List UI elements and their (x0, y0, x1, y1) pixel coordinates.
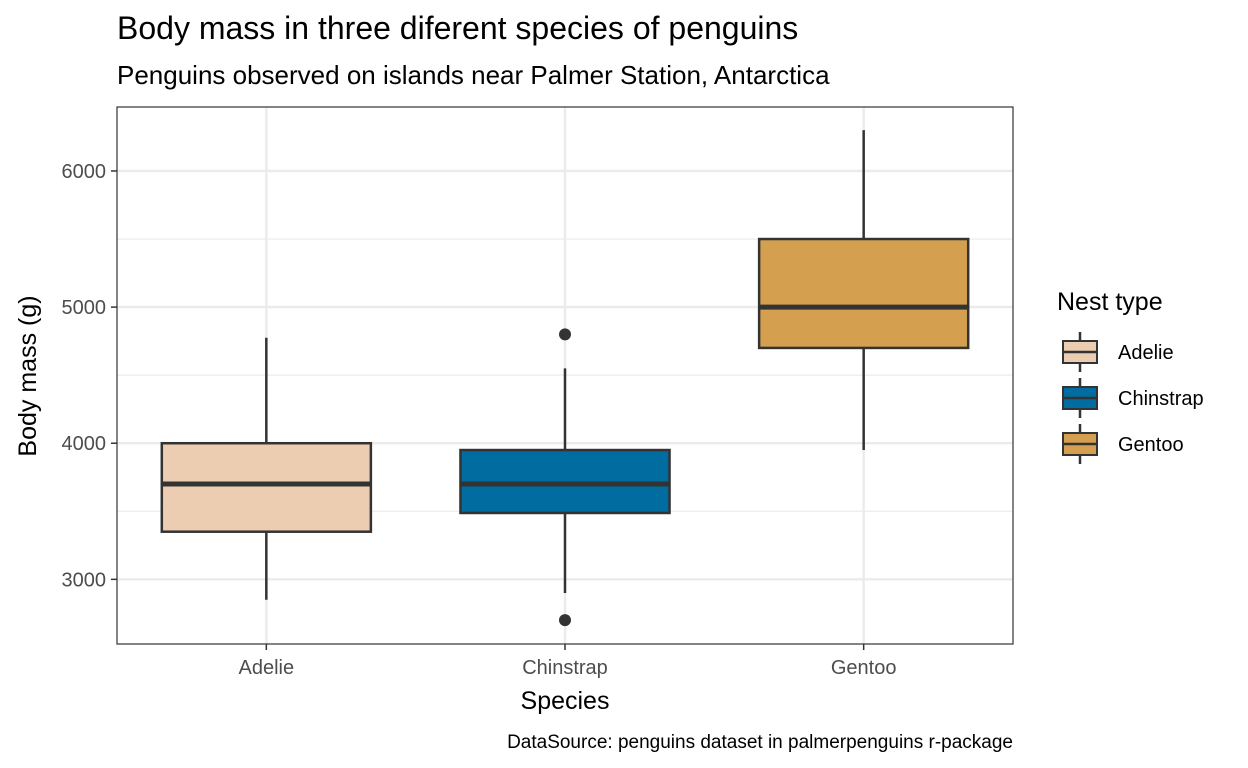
chart-subtitle: Penguins observed on islands near Palmer… (117, 60, 830, 90)
y-tick-label: 3000 (62, 569, 107, 591)
box-adelie (160, 337, 373, 600)
legend-label: Adelie (1118, 342, 1174, 364)
box-iqr (757, 237, 970, 350)
legend-label: Gentoo (1118, 434, 1184, 456)
box-iqr (160, 441, 373, 533)
x-tick-label: Chinstrap (522, 657, 608, 679)
x-axis-title: Species (521, 687, 610, 715)
legend-label: Chinstrap (1118, 388, 1204, 410)
box-iqr (459, 448, 671, 515)
legend-title: Nest type (1057, 288, 1163, 316)
x-tick-label: Gentoo (831, 657, 897, 679)
box-gentoo (757, 130, 970, 451)
y-tick-label: 6000 (62, 161, 107, 183)
y-tick-label: 4000 (62, 433, 107, 455)
caption: DataSource: penguins dataset in palmerpe… (507, 732, 1013, 753)
y-axis-title: Body mass (g) (14, 295, 42, 456)
outlier-point (559, 614, 571, 627)
legend-item-gentoo: Gentoo (1062, 424, 1184, 464)
x-tick-label: Adelie (239, 657, 295, 679)
outlier-point (559, 328, 571, 341)
box-chinstrap (459, 328, 671, 627)
chart-title: Body mass in three diferent species of p… (117, 10, 799, 46)
legend-item-adelie: Adelie (1062, 332, 1174, 372)
legend-item-chinstrap: Chinstrap (1062, 378, 1204, 418)
y-tick-label: 5000 (62, 297, 107, 319)
